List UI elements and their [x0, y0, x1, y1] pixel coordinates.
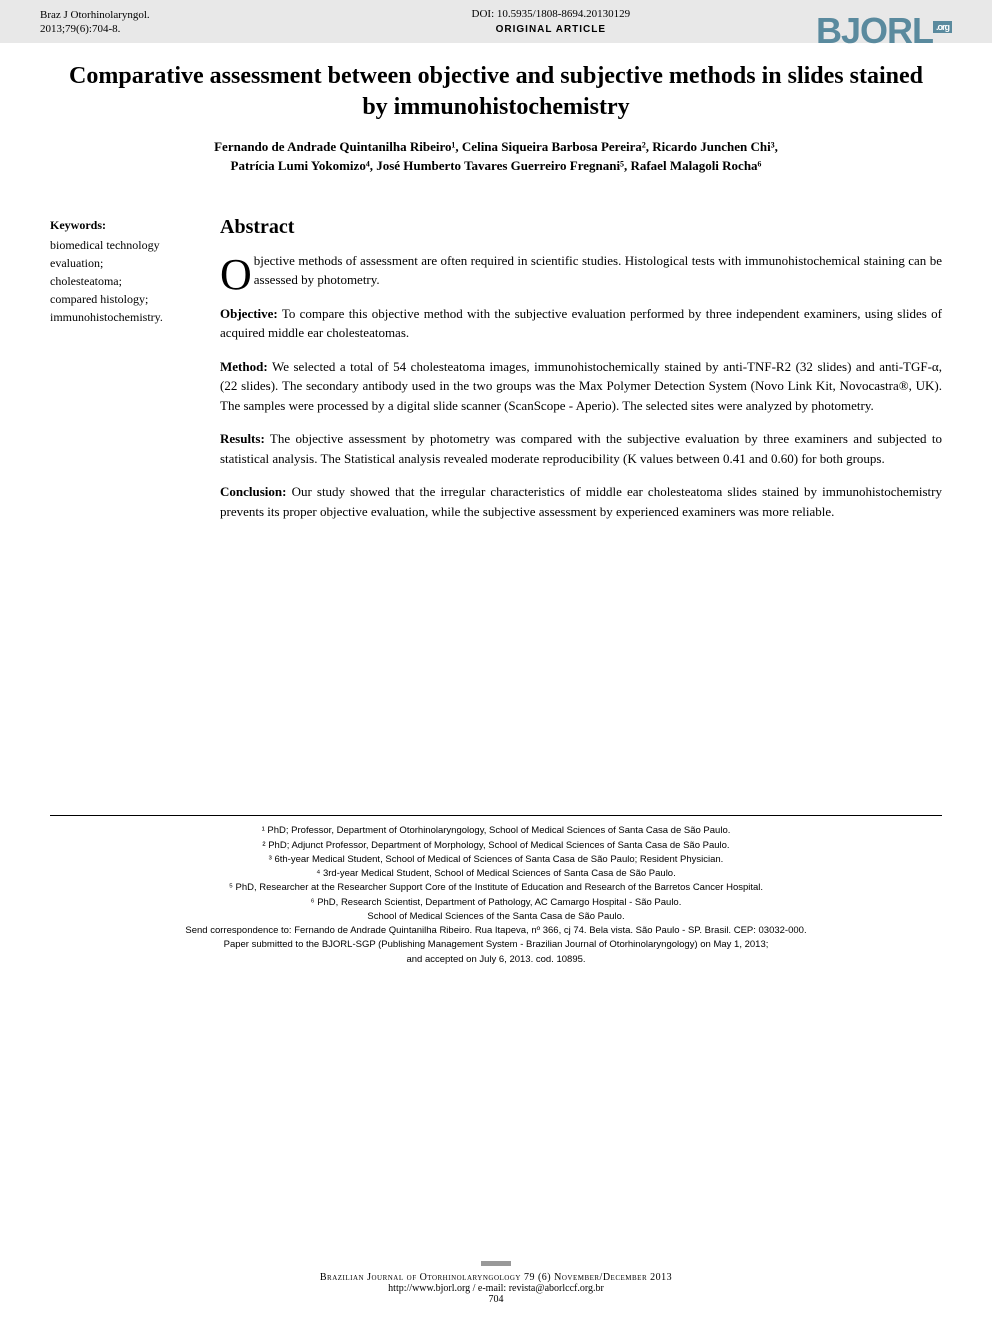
page-footer: Brazilian Journal of Otorhinolaryngology…	[0, 1261, 992, 1305]
keywords-sidebar: Keywords: biomedical technology evaluati…	[50, 216, 200, 536]
logo-text: BJORL	[816, 10, 933, 51]
footer-url: http://www.bjorl.org / e-mail: revista@a…	[0, 1283, 992, 1294]
submitted-line: Paper submitted to the BJORL-SGP (Publis…	[50, 938, 942, 952]
method-text: We selected a total of 54 cholesteatoma …	[220, 359, 942, 413]
keyword-item: biomedical technology evaluation;	[50, 236, 200, 272]
objective-label: Objective:	[220, 306, 278, 321]
intro-text: bjective methods of assessment are often…	[254, 253, 942, 288]
spacer	[0, 535, 992, 815]
affiliation-line: ¹ PhD; Professor, Department of Otorhino…	[50, 824, 942, 838]
page-number: 704	[0, 1294, 992, 1305]
abstract-heading: Abstract	[220, 216, 942, 239]
method-para: Method: We selected a total of 54 choles…	[220, 357, 942, 416]
method-label: Method:	[220, 359, 268, 374]
results-label: Results:	[220, 431, 265, 446]
abstract-intro: Objective methods of assessment are ofte…	[220, 251, 942, 290]
content-columns: Keywords: biomedical technology evaluati…	[0, 216, 992, 536]
article-title: Comparative assessment between objective…	[60, 61, 932, 123]
citation-text: 2013;79(6):704-8.	[40, 22, 150, 36]
journal-logo: BJORL.org	[816, 10, 952, 52]
footer-journal: Brazilian Journal of Otorhinolaryngology…	[0, 1272, 992, 1283]
results-para: Results: The objective assessment by pho…	[220, 429, 942, 468]
affiliation-school: School of Medical Sciences of the Santa …	[50, 910, 942, 924]
correspondence-line: Send correspondence to: Fernando de Andr…	[50, 924, 942, 938]
affiliation-line: ⁶ PhD, Research Scientist, Department of…	[50, 896, 942, 910]
accepted-line: and accepted on July 6, 2013. cod. 10895…	[50, 953, 942, 967]
affiliations-block: ¹ PhD; Professor, Department of Otorhino…	[50, 824, 942, 967]
objective-text: To compare this objective method with th…	[220, 306, 942, 341]
conclusion-text: Our study showed that the irregular char…	[220, 484, 942, 519]
authors-line-2: Patrícia Lumi Yokomizo⁴, José Humberto T…	[60, 156, 932, 176]
affiliation-line: ³ 6th-year Medical Student, School of Me…	[50, 853, 942, 867]
journal-abbrev: Braz J Otorhinolaryngol.	[40, 8, 150, 22]
results-text: The objective assessment by photometry w…	[220, 431, 942, 466]
affiliation-line: ² PhD; Adjunct Professor, Department of …	[50, 839, 942, 853]
dropcap: O	[220, 251, 254, 292]
authors-block: Fernando de Andrade Quintanilha Ribeiro¹…	[60, 137, 932, 176]
affiliation-line: ⁵ PhD, Researcher at the Researcher Supp…	[50, 881, 942, 895]
footer-divider	[50, 815, 942, 816]
affiliation-line: ⁴ 3rd-year Medical Student, School of Me…	[50, 867, 942, 881]
objective-para: Objective: To compare this objective met…	[220, 304, 942, 343]
keywords-heading: Keywords:	[50, 216, 200, 234]
header-citation: Braz J Otorhinolaryngol. 2013;79(6):704-…	[40, 8, 150, 37]
abstract-main: Abstract Objective methods of assessment…	[220, 216, 942, 536]
footer-bar-icon	[481, 1261, 511, 1266]
logo-suffix: .org	[933, 21, 952, 33]
conclusion-label: Conclusion:	[220, 484, 286, 499]
authors-line-1: Fernando de Andrade Quintanilha Ribeiro¹…	[60, 137, 932, 157]
conclusion-para: Conclusion: Our study showed that the ir…	[220, 482, 942, 521]
keyword-item: compared histology;	[50, 290, 200, 308]
keyword-item: immunohistochemistry.	[50, 308, 200, 326]
keyword-item: cholesteatoma;	[50, 272, 200, 290]
